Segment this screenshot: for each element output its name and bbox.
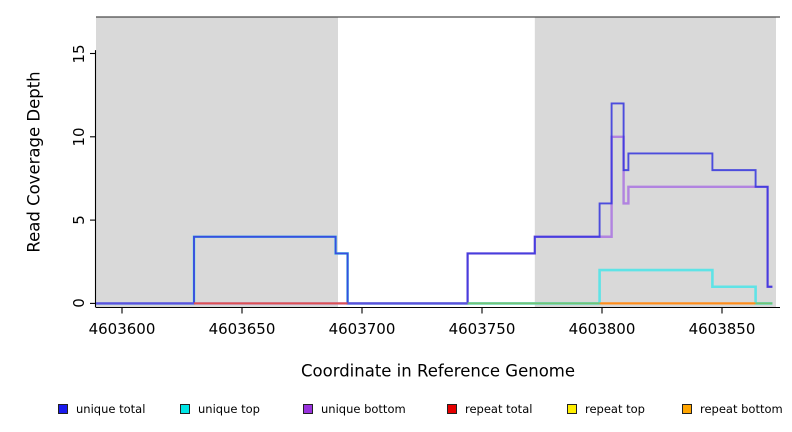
series-line-unique-total [96,102,773,305]
shaded-region-1 [96,17,338,308]
shaded-region-2 [534,17,776,308]
x-axis-label: Coordinate in Reference Genome [300,361,576,381]
y-axis-label: Read Coverage Depth [24,71,44,253]
